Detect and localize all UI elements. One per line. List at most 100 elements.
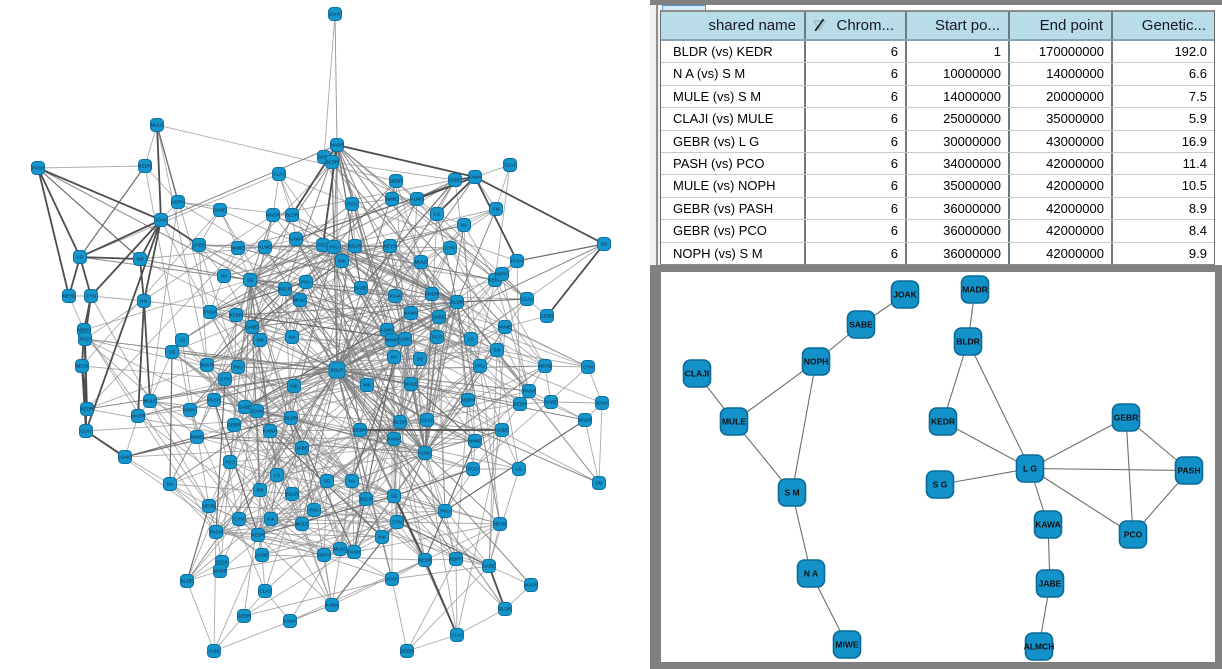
svg-text:PKU: PKU xyxy=(309,508,318,513)
svg-text:SABE: SABE xyxy=(355,286,367,291)
svg-text:KAWA: KAWA xyxy=(387,437,401,442)
svg-text:KEDR: KEDR xyxy=(931,416,955,426)
svg-text:SM: SM xyxy=(257,488,264,493)
svg-text:N A: N A xyxy=(804,568,818,578)
svg-text:NEYB: NEYB xyxy=(203,504,216,509)
svg-text:LG: LG xyxy=(274,473,281,478)
svg-text:KAWA: KAWA xyxy=(283,619,297,624)
svg-text:BGLR: BGLR xyxy=(331,368,344,373)
svg-text:JOAK: JOAK xyxy=(596,401,609,406)
svg-text:PKU: PKU xyxy=(301,280,310,285)
svg-text:SABE: SABE xyxy=(256,553,268,558)
svg-text:NA: NA xyxy=(221,274,228,279)
svg-text:LG: LG xyxy=(516,467,523,472)
svg-text:GEBR: GEBR xyxy=(353,428,367,433)
svg-text:NA: NA xyxy=(461,223,468,228)
svg-text:BLDR: BLDR xyxy=(285,416,298,421)
svg-text:NEYB: NEYB xyxy=(384,244,397,249)
svg-text:CLAJ: CLAJ xyxy=(521,297,532,302)
svg-text:KEDR: KEDR xyxy=(230,313,243,318)
svg-text:CYN: CYN xyxy=(86,294,96,299)
svg-text:JABE: JABE xyxy=(449,178,461,183)
svg-text:NIK: NIK xyxy=(140,299,149,304)
svg-text:MULE: MULE xyxy=(296,522,309,527)
svg-text:CLAJ: CLAJ xyxy=(451,633,462,638)
svg-text:MADR: MADR xyxy=(578,418,592,423)
svg-text:SABE: SABE xyxy=(483,564,495,569)
svg-text:NEYB: NEYB xyxy=(63,294,76,299)
svg-text:JOAK: JOAK xyxy=(251,409,264,414)
svg-text:JOAK: JOAK xyxy=(329,12,342,17)
svg-text:JABE: JABE xyxy=(496,428,508,433)
svg-text:NIK: NIK xyxy=(338,259,347,264)
svg-text:JABE: JABE xyxy=(296,446,308,451)
svg-text:MIWE: MIWE xyxy=(469,439,482,444)
svg-text:NOPH: NOPH xyxy=(495,272,508,277)
svg-text:NEYB: NEYB xyxy=(76,364,89,369)
svg-text:MULE: MULE xyxy=(144,399,157,404)
svg-text:NA: NA xyxy=(167,482,174,487)
svg-text:SG: SG xyxy=(324,479,331,484)
svg-text:SM: SM xyxy=(596,481,603,486)
svg-text:GEBR: GEBR xyxy=(1114,412,1139,422)
svg-text:NA: NA xyxy=(289,335,296,340)
svg-text:NEYB: NEYB xyxy=(494,522,507,527)
svg-text:CYN: CYN xyxy=(220,377,230,382)
svg-text:S G: S G xyxy=(933,479,948,489)
svg-text:MULE: MULE xyxy=(415,260,428,265)
svg-text:MADR: MADR xyxy=(524,583,538,588)
svg-text:PASH: PASH xyxy=(523,389,535,394)
svg-text:BLDR: BLDR xyxy=(326,160,339,165)
svg-text:PKU: PKU xyxy=(475,364,484,369)
svg-text:KAWA: KAWA xyxy=(1035,519,1061,529)
svg-text:CLAJ: CLAJ xyxy=(80,429,91,434)
svg-text:BGLR: BGLR xyxy=(349,244,362,249)
svg-text:KEDR: KEDR xyxy=(514,402,527,407)
svg-text:CLAJ: CLAJ xyxy=(273,172,284,177)
svg-text:NIK: NIK xyxy=(267,517,276,522)
svg-text:GEBR: GEBR xyxy=(540,314,554,319)
svg-text:CYN: CYN xyxy=(583,365,593,370)
svg-text:KEDR: KEDR xyxy=(419,558,432,563)
svg-text:SM: SM xyxy=(257,338,264,343)
svg-text:NOPH: NOPH xyxy=(449,557,462,562)
svg-text:PASH: PASH xyxy=(32,166,44,171)
svg-text:PCO: PCO xyxy=(468,467,478,472)
svg-text:CLAJ: CLAJ xyxy=(504,163,515,168)
svg-text:SABE: SABE xyxy=(239,405,251,410)
svg-text:SG: SG xyxy=(391,494,398,499)
svg-text:NOPH: NOPH xyxy=(183,408,196,413)
svg-text:ALMC: ALMC xyxy=(419,451,432,456)
svg-text:BLDR: BLDR xyxy=(394,420,407,425)
svg-text:JABE: JABE xyxy=(208,649,220,654)
svg-text:MADR: MADR xyxy=(213,569,227,574)
svg-text:NEYB: NEYB xyxy=(539,364,552,369)
svg-text:BGLR: BGLR xyxy=(360,497,373,502)
svg-text:NA: NA xyxy=(349,479,356,484)
svg-text:KEDR: KEDR xyxy=(252,533,265,538)
svg-text:PKU: PKU xyxy=(233,365,242,370)
svg-text:L G: L G xyxy=(1023,463,1037,473)
svg-text:BGLR: BGLR xyxy=(201,363,214,368)
svg-text:CYN: CYN xyxy=(392,520,402,525)
svg-text:MIWE: MIWE xyxy=(191,435,204,440)
svg-text:MULE: MULE xyxy=(722,416,746,426)
svg-text:MADR: MADR xyxy=(131,414,145,419)
svg-text:GEBR: GEBR xyxy=(389,179,403,184)
svg-text:ALMC: ALMC xyxy=(119,455,132,460)
svg-text:PCO: PCO xyxy=(318,243,328,248)
svg-text:PCO: PCO xyxy=(80,337,90,342)
svg-text:SABE: SABE xyxy=(545,400,557,405)
svg-text:ALMC: ALMC xyxy=(411,197,424,202)
svg-text:KAWA: KAWA xyxy=(468,175,482,180)
svg-text:GEBR: GEBR xyxy=(317,155,331,160)
svg-text:JOAK: JOAK xyxy=(389,294,402,299)
svg-text:BLDR: BLDR xyxy=(181,579,194,584)
svg-text:MADR: MADR xyxy=(425,292,439,297)
svg-text:MULE: MULE xyxy=(294,298,307,303)
svg-text:LG: LG xyxy=(179,338,186,343)
svg-text:NOPH: NOPH xyxy=(461,398,474,403)
svg-text:KAWA: KAWA xyxy=(263,429,277,434)
svg-text:BLDR: BLDR xyxy=(286,213,299,218)
svg-text:MIWE: MIWE xyxy=(835,639,858,649)
